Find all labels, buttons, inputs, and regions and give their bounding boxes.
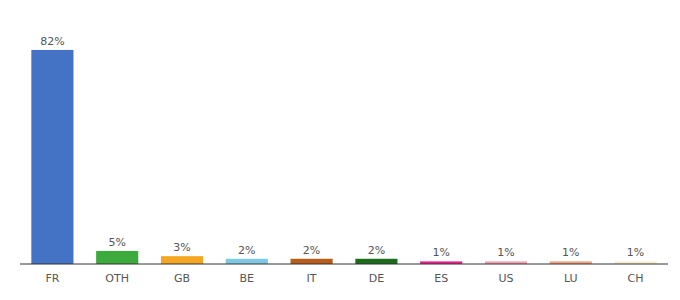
- x-tick-label: OTH: [105, 272, 129, 285]
- data-label: 1%: [627, 246, 644, 259]
- x-tick-label: CH: [628, 272, 644, 285]
- data-label: 1%: [432, 246, 449, 259]
- data-label: 2%: [368, 244, 385, 257]
- data-labels: 82% 5% 3% 2% 2% 2% 1% 1% 1% 1%: [40, 35, 644, 259]
- x-tick-label: DE: [369, 272, 384, 285]
- bar: [226, 259, 268, 264]
- data-label: 2%: [238, 244, 255, 257]
- data-label: 2%: [303, 244, 320, 257]
- data-label: 3%: [173, 241, 190, 254]
- bar: [161, 256, 203, 264]
- x-tick-label: GB: [174, 272, 190, 285]
- x-tick-label: LU: [564, 272, 578, 285]
- x-tick-label: IT: [307, 272, 317, 285]
- x-tick-label: ES: [434, 272, 448, 285]
- chart: 82% 5% 3% 2% 2% 2% 1% 1% 1% 1% FR OTH GB BE IT DE ES US LU…: [0, 0, 680, 300]
- data-label: 1%: [562, 246, 579, 259]
- x-tick-label: BE: [240, 272, 255, 285]
- bars: [31, 50, 656, 264]
- chart-container: 82% 5% 3% 2% 2% 2% 1% 1% 1% 1% FR OTH GB BE IT DE ES US LU…: [0, 0, 680, 300]
- bar: [355, 259, 397, 264]
- data-label: 1%: [497, 246, 514, 259]
- x-tick-label: US: [498, 272, 513, 285]
- bar: [96, 251, 138, 264]
- bar: [31, 50, 73, 264]
- data-label: 5%: [108, 236, 125, 249]
- bar: [291, 259, 333, 264]
- x-tick-label: FR: [45, 272, 59, 285]
- x-tick-labels: FR OTH GB BE IT DE ES US LU CH: [45, 272, 643, 285]
- x-axis-line: [20, 264, 668, 265]
- data-label: 82%: [40, 35, 64, 48]
